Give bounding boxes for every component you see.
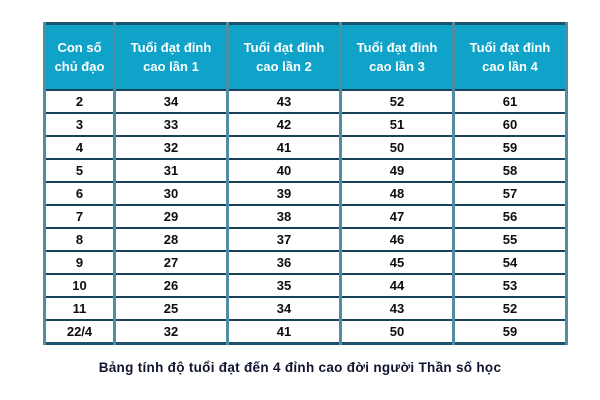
peak-age-cell: 51: [339, 112, 455, 137]
peak-age-cell: 50: [339, 135, 455, 160]
main-number-cell: 11: [43, 296, 116, 321]
peak-age-cell: 28: [113, 227, 229, 252]
table-row: 22/4 32 41 50 59: [43, 319, 568, 345]
peak-age-cell: 32: [113, 319, 229, 345]
peak-age-cell: 39: [226, 181, 342, 206]
peak-age-cell: 56: [452, 204, 568, 229]
peak-age-cell: 55: [452, 227, 568, 252]
peak-age-cell: 49: [339, 158, 455, 183]
peak-age-cell: 44: [339, 273, 455, 298]
main-number-cell: 9: [43, 250, 116, 275]
peak-age-cell: 38: [226, 204, 342, 229]
peak-age-cell: 59: [452, 135, 568, 160]
main-number-cell: 6: [43, 181, 116, 206]
peak-age-cell: 41: [226, 135, 342, 160]
numerology-peak-age-table: Con số chủ đạo Tuổi đạt đỉnh cao lần 1 Tuổ…: [43, 22, 568, 345]
table-row: 11 25 34 43 52: [43, 296, 568, 321]
column-header: Con số chủ đạo: [43, 22, 116, 91]
peak-age-cell: 53: [452, 273, 568, 298]
peak-age-cell: 58: [452, 158, 568, 183]
table-row: 4 32 41 50 59: [43, 135, 568, 160]
main-number-cell: 7: [43, 204, 116, 229]
peak-age-cell: 26: [113, 273, 229, 298]
peak-age-cell: 47: [339, 204, 455, 229]
column-header: Tuổi đạt đỉnh cao lần 2: [226, 22, 342, 91]
peak-age-cell: 57: [452, 181, 568, 206]
main-number-cell: 5: [43, 158, 116, 183]
peak-age-cell: 33: [113, 112, 229, 137]
peak-age-cell: 32: [113, 135, 229, 160]
peak-age-cell: 30: [113, 181, 229, 206]
peak-age-cell: 45: [339, 250, 455, 275]
peak-age-cell: 37: [226, 227, 342, 252]
peak-age-cell: 36: [226, 250, 342, 275]
table-row: 3 33 42 51 60: [43, 112, 568, 137]
peak-age-cell: 48: [339, 181, 455, 206]
peak-age-cell: 59: [452, 319, 568, 345]
peak-age-cell: 54: [452, 250, 568, 275]
column-header: Tuổi đạt đỉnh cao lần 4: [452, 22, 568, 91]
main-number-cell: 3: [43, 112, 116, 137]
peak-age-cell: 35: [226, 273, 342, 298]
peak-age-cell: 27: [113, 250, 229, 275]
table-row: 6 30 39 48 57: [43, 181, 568, 206]
peak-age-cell: 50: [339, 319, 455, 345]
peak-age-cell: 43: [226, 89, 342, 114]
table-body: 2 34 43 52 61 3 33 42 51 60 4 32 41 50 59 5 31 40 49 58 6 30 3…: [43, 89, 568, 345]
table-row: 8 28 37 46 55: [43, 227, 568, 252]
main-number-cell: 22/4: [43, 319, 116, 345]
peak-age-cell: 42: [226, 112, 342, 137]
table-header-row: Con số chủ đạo Tuổi đạt đỉnh cao lần 1 Tuổ…: [43, 22, 568, 91]
column-header: Tuổi đạt đỉnh cao lần 1: [113, 22, 229, 91]
peak-age-cell: 61: [452, 89, 568, 114]
peak-age-cell: 34: [113, 89, 229, 114]
peak-age-cell: 29: [113, 204, 229, 229]
main-number-cell: 4: [43, 135, 116, 160]
table-row: 5 31 40 49 58: [43, 158, 568, 183]
table-row: 2 34 43 52 61: [43, 89, 568, 114]
peak-age-cell: 40: [226, 158, 342, 183]
peak-age-cell: 41: [226, 319, 342, 345]
main-number-cell: 10: [43, 273, 116, 298]
table-row: 10 26 35 44 53: [43, 273, 568, 298]
column-header: Tuổi đạt đỉnh cao lần 3: [339, 22, 455, 91]
peak-age-cell: 25: [113, 296, 229, 321]
peak-age-cell: 43: [339, 296, 455, 321]
peak-age-cell: 60: [452, 112, 568, 137]
main-number-cell: 8: [43, 227, 116, 252]
peak-age-cell: 52: [452, 296, 568, 321]
table-row: 9 27 36 45 54: [43, 250, 568, 275]
table-row: 7 29 38 47 56: [43, 204, 568, 229]
peak-age-cell: 34: [226, 296, 342, 321]
peak-age-cell: 31: [113, 158, 229, 183]
header-row: Con số chủ đạo Tuổi đạt đỉnh cao lần 1 Tuổ…: [43, 22, 568, 91]
peak-age-cell: 46: [339, 227, 455, 252]
table-caption: Bảng tính độ tuổi đạt đến 4 đỉnh cao đời…: [98, 360, 502, 375]
peak-age-cell: 52: [339, 89, 455, 114]
main-number-cell: 2: [43, 89, 116, 114]
